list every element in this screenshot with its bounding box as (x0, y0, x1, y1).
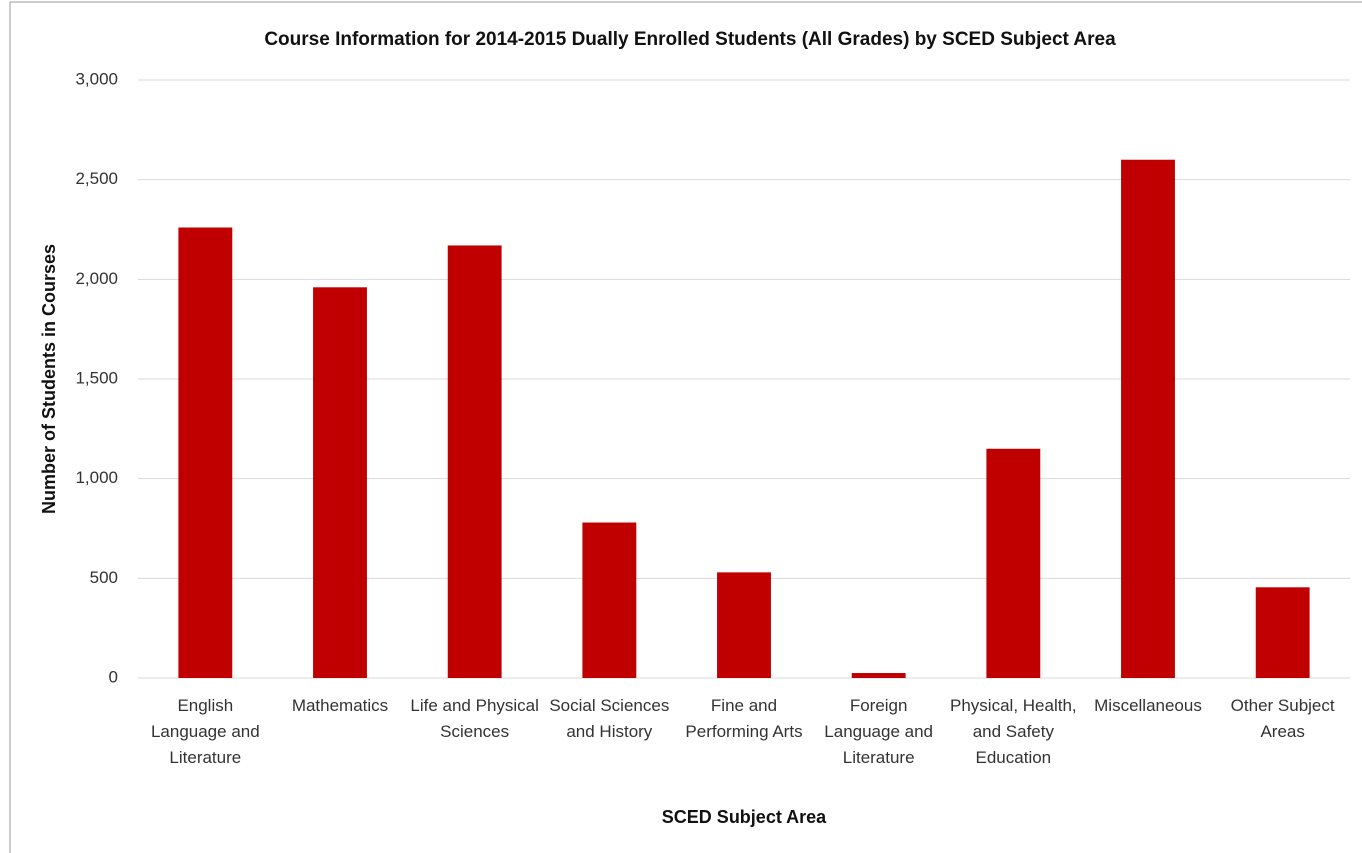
x-tick-label: Foreign Language and Literature (824, 696, 934, 767)
y-tick-label: 2,500 (75, 169, 118, 188)
bar (1121, 159, 1175, 678)
x-tick-label: Mathematics (291, 696, 389, 715)
bar (582, 522, 637, 678)
x-tick-label: Other Subject Areas (1230, 696, 1335, 741)
x-tick-label: Physical, Health, and Safety Education (950, 696, 1077, 767)
y-tick-label: 1,500 (75, 368, 118, 387)
x-tick-label: Miscellaneous (1094, 696, 1202, 715)
x-tick-label: English Language and Literature (150, 696, 260, 767)
bar (851, 673, 906, 678)
y-tick-label: 500 (90, 568, 118, 587)
x-axis-title: SCED Subject Area (662, 807, 827, 827)
bar (178, 227, 233, 679)
y-tick-label: 2,000 (75, 269, 118, 288)
y-axis-title: Number of Students in Courses (39, 244, 59, 514)
x-tick-label: Social Sciences and History (549, 696, 670, 741)
bar (717, 572, 771, 678)
bar (1255, 587, 1310, 678)
bar (447, 245, 502, 679)
x-tick-label: Fine and Performing Arts (685, 696, 803, 741)
bar (313, 287, 367, 678)
y-tick-label: 0 (109, 667, 118, 686)
y-tick-label: 1,000 (75, 468, 118, 487)
chart-title: Course Information for 2014-2015 Dually … (264, 29, 1116, 50)
y-tick-label: 3,000 (75, 69, 118, 88)
x-tick-label: Life and Physical Sciences (410, 696, 539, 741)
bar (986, 448, 1041, 678)
